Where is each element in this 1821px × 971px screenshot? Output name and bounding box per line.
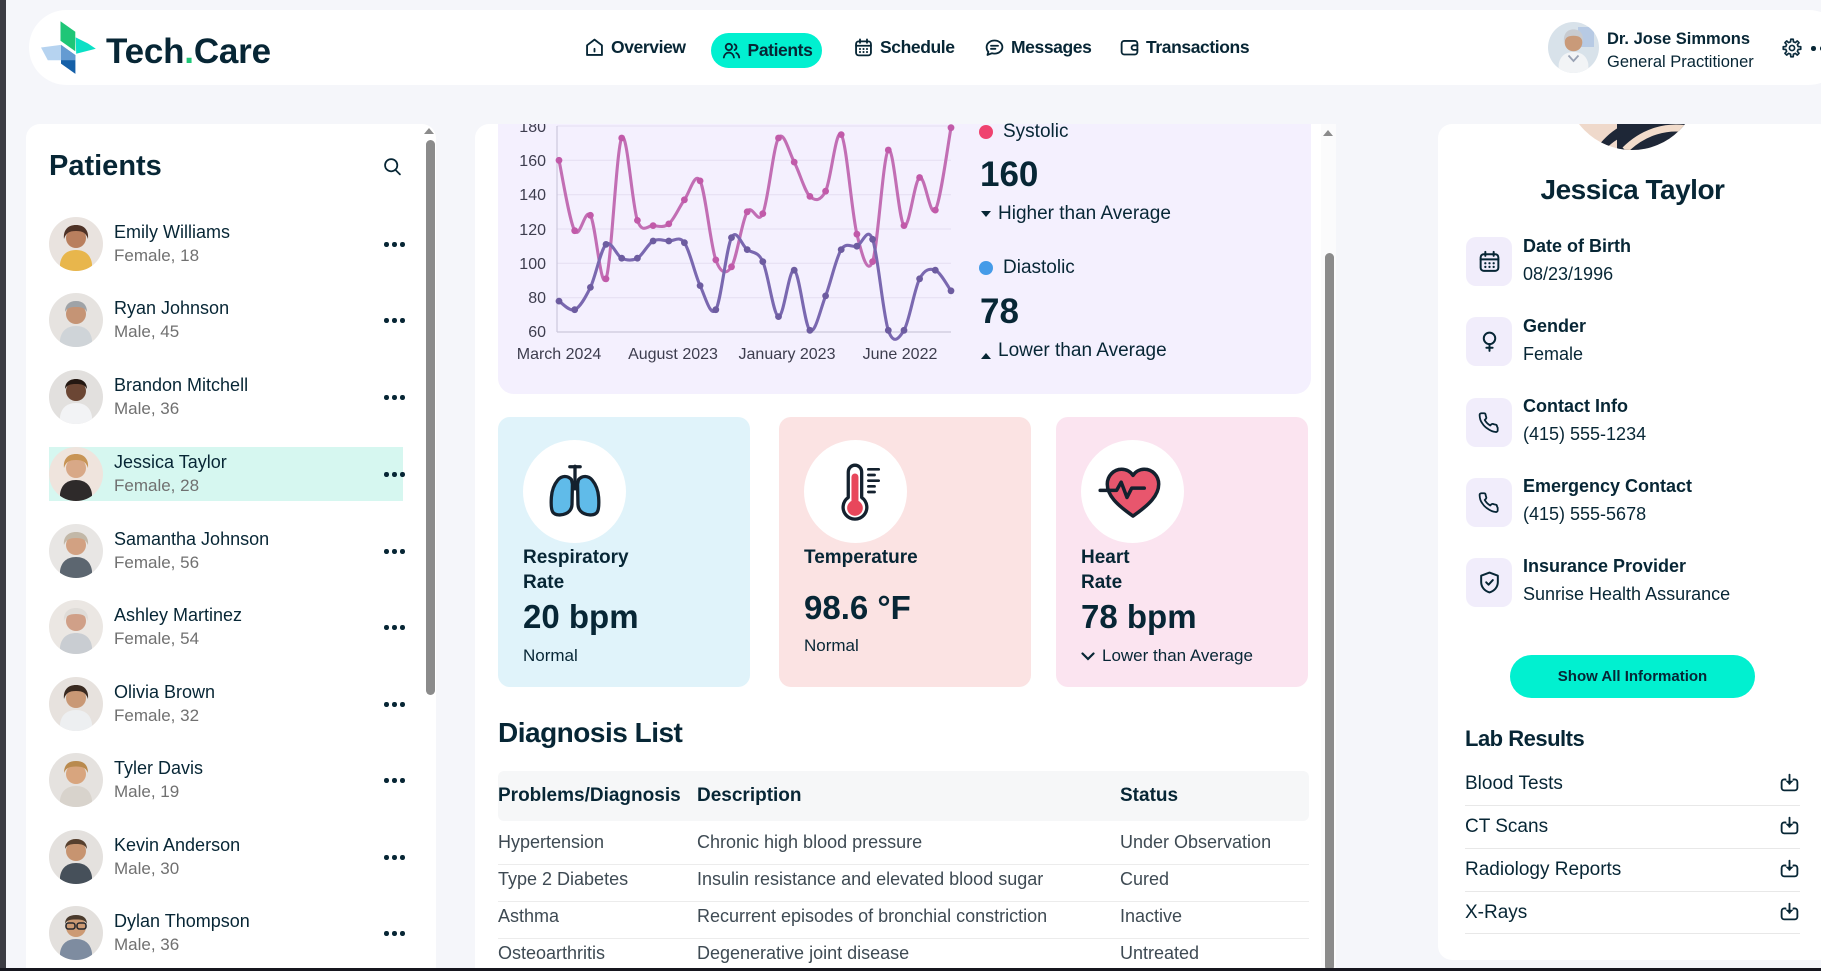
svg-text:180: 180 (519, 124, 546, 136)
svg-text:March 2024: March 2024 (517, 346, 602, 363)
svg-text:60: 60 (528, 324, 546, 341)
svg-text:120: 120 (519, 222, 546, 239)
svg-text:August 2023: August 2023 (628, 346, 718, 363)
svg-text:June 2022: June 2022 (863, 346, 938, 363)
svg-text:160: 160 (519, 153, 546, 170)
svg-text:140: 140 (519, 187, 546, 204)
svg-text:100: 100 (519, 256, 546, 273)
svg-text:80: 80 (528, 290, 546, 307)
svg-text:January 2023: January 2023 (739, 346, 836, 363)
